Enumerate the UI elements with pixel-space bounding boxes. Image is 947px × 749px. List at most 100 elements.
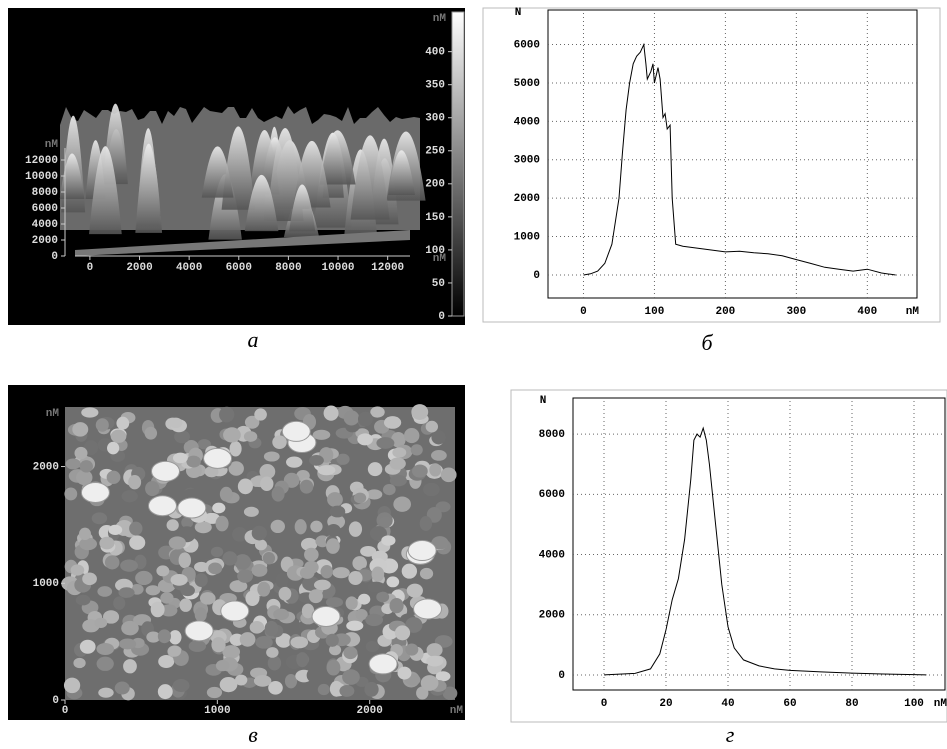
grain xyxy=(255,635,273,649)
grain xyxy=(204,466,219,478)
y-tick-label: 0 xyxy=(558,670,565,682)
grain xyxy=(329,644,342,656)
grain xyxy=(96,656,114,671)
grain xyxy=(72,422,89,437)
grain xyxy=(342,669,360,685)
grain xyxy=(156,565,170,577)
grain xyxy=(194,607,207,622)
grain xyxy=(222,551,238,566)
grain xyxy=(222,645,241,659)
data-line xyxy=(583,42,896,276)
panel-caption: а xyxy=(248,327,259,352)
x-tick-label: 4000 xyxy=(176,262,202,274)
grain xyxy=(64,487,78,501)
grain xyxy=(270,519,285,534)
grain xyxy=(232,527,248,542)
grain xyxy=(367,581,386,593)
grain xyxy=(393,496,411,512)
plot-area xyxy=(572,397,946,691)
grain xyxy=(114,681,130,695)
grain xyxy=(219,406,235,423)
grain xyxy=(160,604,178,617)
grain xyxy=(345,596,358,610)
grain xyxy=(357,411,373,427)
grain xyxy=(435,671,451,682)
grain xyxy=(107,441,120,455)
grain xyxy=(300,537,318,551)
grain xyxy=(262,552,276,565)
grain xyxy=(382,483,396,496)
grain xyxy=(404,428,420,444)
grain xyxy=(273,608,290,621)
grain xyxy=(199,592,216,605)
grain xyxy=(391,431,406,448)
grain xyxy=(299,479,314,494)
surface-peak xyxy=(289,184,316,232)
grain xyxy=(304,547,319,562)
grain xyxy=(237,569,253,583)
grain xyxy=(389,457,406,470)
grain xyxy=(215,515,229,532)
grain xyxy=(272,435,287,450)
grain xyxy=(249,621,265,634)
grain xyxy=(389,474,407,487)
grain xyxy=(244,415,260,429)
y-tick-label: 2000 xyxy=(32,235,58,247)
data-line xyxy=(603,426,927,676)
grain xyxy=(264,620,279,637)
y-tick-label: 4000 xyxy=(32,219,58,231)
y-tick-label: 6000 xyxy=(539,489,565,501)
grain xyxy=(290,636,309,649)
unit-label: nM xyxy=(46,408,60,420)
grain xyxy=(429,463,442,477)
grain xyxy=(237,478,253,495)
grain xyxy=(174,430,190,444)
x-tick-label: 0 xyxy=(580,306,587,318)
grain xyxy=(275,633,292,648)
colorbar-tick-label: 350 xyxy=(425,80,445,92)
y-tick-label: 6000 xyxy=(514,39,540,51)
grain xyxy=(79,460,93,473)
large-grain xyxy=(151,460,181,482)
grain xyxy=(425,420,439,433)
grain xyxy=(94,617,108,628)
grain xyxy=(364,681,379,697)
grain xyxy=(267,655,282,671)
colorbar xyxy=(451,11,465,317)
grain xyxy=(63,677,81,694)
grain xyxy=(323,405,339,421)
grain xyxy=(419,567,434,580)
x-tick-label: 10000 xyxy=(322,262,355,274)
grain xyxy=(146,631,161,643)
grain xyxy=(308,589,323,604)
grain xyxy=(410,444,423,456)
grain xyxy=(326,659,341,676)
grain xyxy=(346,620,364,631)
y-tick-label: 2000 xyxy=(33,461,59,473)
large-grain xyxy=(80,482,110,504)
grain xyxy=(286,456,303,468)
grain xyxy=(170,574,188,586)
grain xyxy=(411,404,429,420)
grain xyxy=(251,564,268,577)
grain xyxy=(168,630,182,645)
grain xyxy=(120,559,138,572)
grain xyxy=(389,597,404,614)
y-tick-label: 8000 xyxy=(539,429,565,441)
grain xyxy=(79,537,98,551)
grain xyxy=(371,566,385,582)
grain xyxy=(355,608,368,621)
grain xyxy=(401,563,418,579)
grain xyxy=(106,470,121,484)
y-tick-label: 12000 xyxy=(25,155,58,167)
grain xyxy=(108,524,123,535)
grain xyxy=(74,446,88,460)
x-tick-label: 12000 xyxy=(371,262,404,274)
grain xyxy=(99,536,115,550)
grain xyxy=(394,625,411,641)
grain xyxy=(310,520,323,533)
grain xyxy=(378,516,393,527)
grain xyxy=(121,490,138,503)
grain xyxy=(317,465,336,476)
grain xyxy=(317,683,330,696)
